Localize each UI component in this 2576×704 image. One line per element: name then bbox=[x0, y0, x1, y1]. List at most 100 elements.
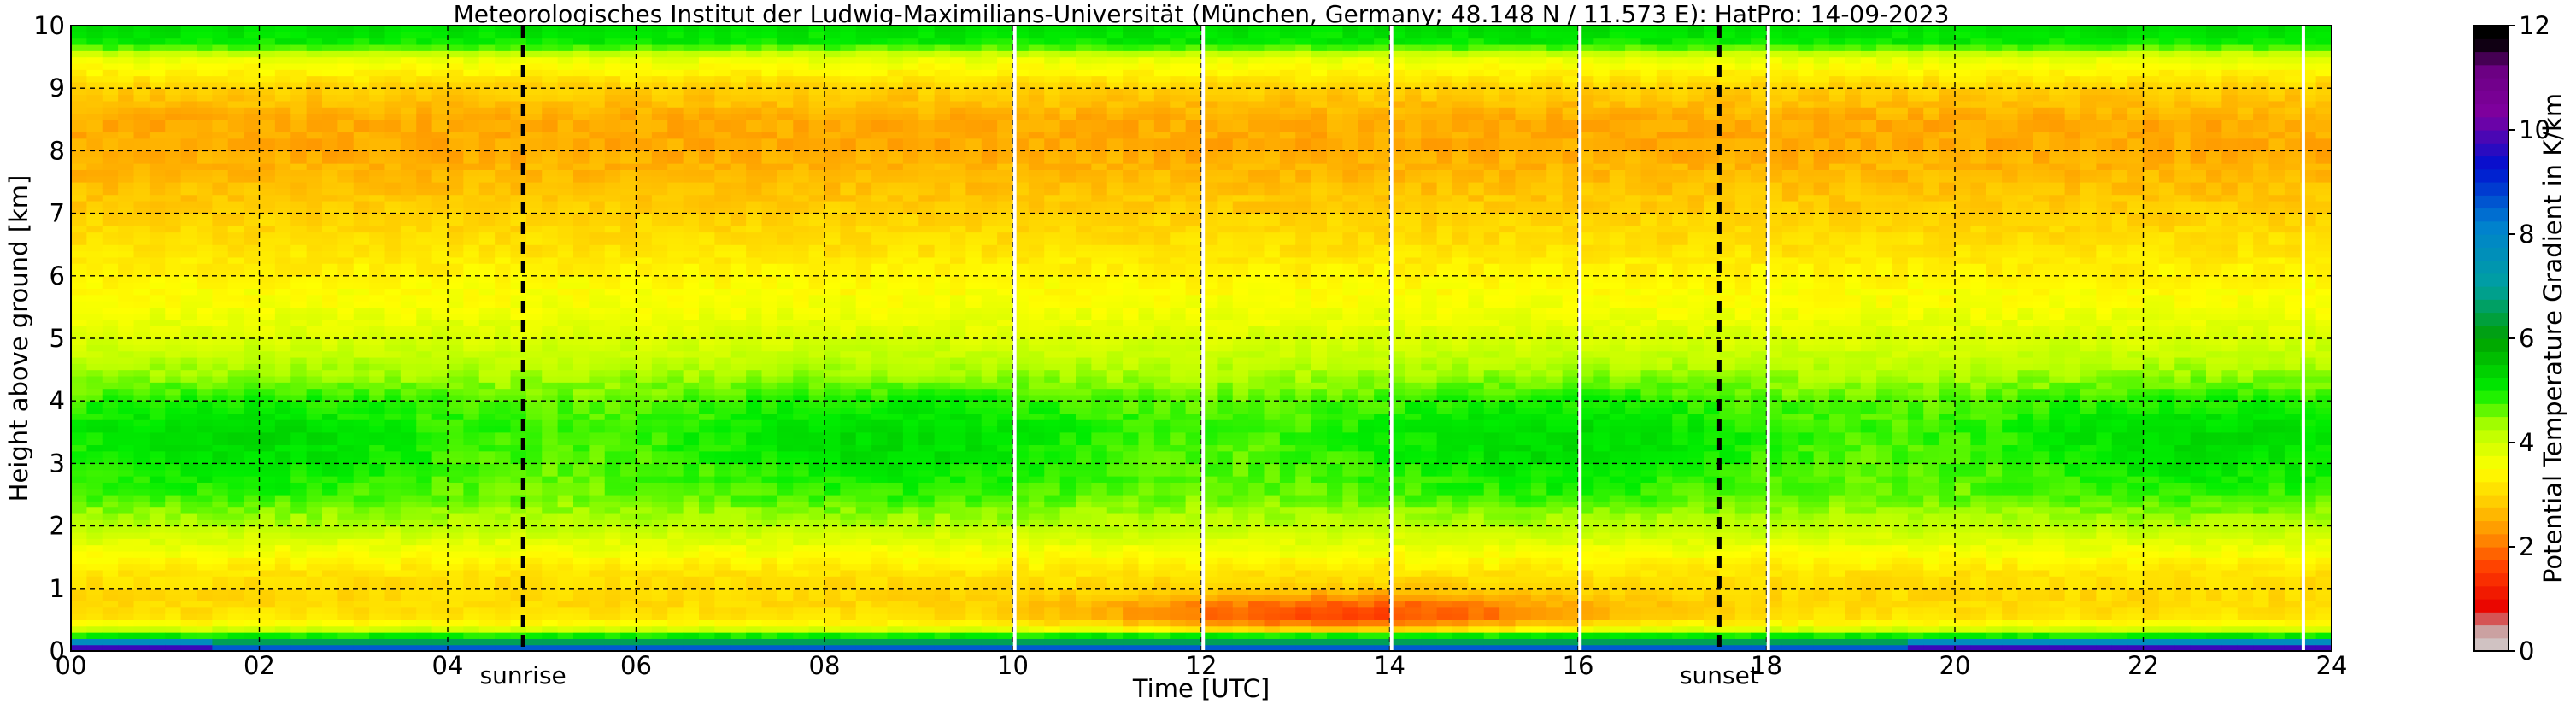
heatmap-cell bbox=[589, 550, 606, 558]
heatmap-cell bbox=[604, 288, 621, 296]
heatmap-cell bbox=[290, 132, 308, 139]
heatmap-cell bbox=[683, 88, 700, 96]
heatmap-cell bbox=[714, 163, 731, 170]
heatmap-cell bbox=[165, 69, 182, 77]
heatmap-cell bbox=[495, 482, 512, 490]
heatmap-cell bbox=[212, 469, 229, 477]
heatmap-cell bbox=[463, 356, 480, 364]
heatmap-cell bbox=[448, 113, 464, 120]
heatmap-cell bbox=[448, 119, 464, 126]
heatmap-cell bbox=[118, 513, 135, 520]
heatmap-cell bbox=[808, 513, 825, 520]
heatmap-cell bbox=[322, 450, 338, 458]
heatmap-cell bbox=[824, 81, 841, 89]
heatmap-cell bbox=[478, 438, 496, 446]
heatmap-cell bbox=[102, 62, 119, 70]
heatmap-cell bbox=[636, 375, 653, 383]
heatmap-cell bbox=[840, 132, 857, 139]
heatmap-cell bbox=[290, 425, 308, 433]
heatmap-cell bbox=[777, 463, 794, 471]
heatmap-cell bbox=[510, 350, 527, 358]
heatmap-cell bbox=[259, 513, 276, 520]
heatmap-cell bbox=[180, 488, 197, 496]
heatmap-cell bbox=[510, 38, 527, 45]
heatmap-cell bbox=[212, 307, 229, 314]
heatmap-cell bbox=[746, 150, 763, 158]
heatmap-cell bbox=[651, 200, 668, 208]
heatmap-cell bbox=[730, 401, 747, 408]
heatmap-cell bbox=[761, 126, 778, 133]
heatmap-cell bbox=[384, 582, 402, 590]
heatmap-cell bbox=[71, 338, 87, 345]
heatmap-cell bbox=[667, 150, 684, 158]
heatmap-cell bbox=[636, 144, 653, 151]
heatmap-cell bbox=[227, 163, 244, 170]
heatmap-cell bbox=[400, 226, 417, 233]
heatmap-cell bbox=[118, 126, 135, 133]
heatmap-cell bbox=[274, 56, 291, 64]
heatmap-cell bbox=[290, 256, 308, 264]
heatmap-cell bbox=[322, 119, 338, 126]
heatmap-cell bbox=[557, 588, 574, 595]
heatmap-cell bbox=[337, 107, 355, 114]
heatmap-cell bbox=[306, 188, 323, 196]
heatmap-cell bbox=[384, 232, 402, 239]
heatmap-cell bbox=[824, 576, 841, 584]
heatmap-cell bbox=[165, 213, 182, 220]
heatmap-cell bbox=[777, 263, 794, 271]
heatmap-cell bbox=[71, 582, 87, 590]
heatmap-cell bbox=[699, 331, 715, 339]
heatmap-cell bbox=[227, 200, 244, 208]
heatmap-cell bbox=[369, 413, 386, 420]
heatmap-cell bbox=[808, 425, 825, 433]
heatmap-cell bbox=[525, 438, 543, 446]
heatmap-cell bbox=[353, 601, 370, 608]
heatmap-cell bbox=[714, 356, 731, 364]
heatmap-cell bbox=[478, 194, 496, 202]
heatmap-cell bbox=[197, 363, 213, 371]
heatmap-cell bbox=[478, 544, 496, 552]
heatmap-cell bbox=[651, 238, 668, 245]
heatmap-cell bbox=[384, 401, 402, 408]
heatmap-cell bbox=[495, 495, 512, 502]
heatmap-cell bbox=[746, 282, 763, 290]
heatmap-cell bbox=[714, 457, 731, 464]
heatmap-cell bbox=[683, 175, 700, 183]
heatmap-cell bbox=[71, 94, 87, 102]
heatmap-cell bbox=[651, 356, 668, 364]
heatmap-cell bbox=[761, 275, 778, 283]
heatmap-cell bbox=[557, 513, 574, 520]
heatmap-cell bbox=[353, 313, 370, 320]
heatmap-cell bbox=[589, 238, 606, 245]
heatmap-cell bbox=[542, 132, 559, 139]
heatmap-cell bbox=[227, 307, 244, 314]
heatmap-cell bbox=[244, 294, 261, 302]
heatmap-cell bbox=[793, 100, 810, 108]
heatmap-cell bbox=[667, 382, 684, 390]
heatmap-cell bbox=[244, 263, 261, 271]
heatmap-cell bbox=[542, 619, 559, 627]
heatmap-cell bbox=[604, 375, 621, 383]
heatmap-cell bbox=[448, 81, 464, 89]
heatmap-cell bbox=[636, 107, 653, 114]
heatmap-cell bbox=[667, 81, 684, 89]
heatmap-cell bbox=[133, 544, 150, 552]
heatmap-cell bbox=[651, 32, 668, 39]
heatmap-cell bbox=[714, 595, 731, 602]
heatmap-cell bbox=[259, 401, 276, 408]
heatmap-cell bbox=[761, 263, 778, 271]
heatmap-cell bbox=[431, 88, 449, 96]
heatmap-cell bbox=[306, 132, 323, 139]
heatmap-cell bbox=[746, 200, 763, 208]
heatmap-cell bbox=[322, 507, 338, 514]
heatmap-cell bbox=[384, 307, 402, 314]
heatmap-cell bbox=[714, 482, 731, 490]
heatmap-cell bbox=[478, 331, 496, 339]
heatmap-cell bbox=[683, 444, 700, 452]
heatmap-cell bbox=[274, 363, 291, 371]
heatmap-cell bbox=[133, 595, 150, 602]
heatmap-cell bbox=[86, 613, 103, 620]
heatmap-cell bbox=[227, 601, 244, 608]
heatmap-cell bbox=[620, 156, 637, 164]
heatmap-cell bbox=[118, 88, 135, 96]
